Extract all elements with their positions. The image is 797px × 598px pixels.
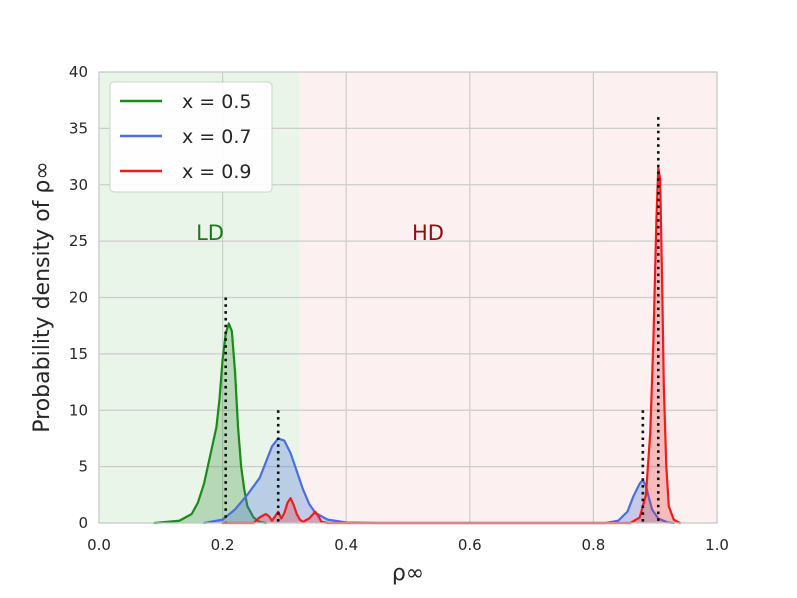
legend: x = 0.5 x = 0.7 x = 0.9 xyxy=(109,81,273,193)
series-area-0 xyxy=(154,323,266,523)
x-tick-label: 0.8 xyxy=(581,536,605,554)
series-layer xyxy=(153,166,682,525)
y-tick-label: 20 xyxy=(69,289,88,307)
y-tick-label: 40 xyxy=(69,63,88,81)
y-tick-label: 30 xyxy=(69,176,88,194)
series-line-0 xyxy=(153,322,267,525)
tick-labels: 0.0 0.2 0.4 0.6 0.8 1.0 0 5 10 15 20 25 30 35 40 xyxy=(69,63,729,554)
x-tick-label: 0.2 xyxy=(211,536,235,554)
y-tick-label: 15 xyxy=(69,345,88,363)
legend-label-x05: x = 0.5 xyxy=(182,91,251,113)
x-tick-label: 1.0 xyxy=(705,536,729,554)
y-tick-label: 35 xyxy=(69,119,88,137)
x-axis-label: ρ∞ xyxy=(392,561,424,586)
y-tick-label: 10 xyxy=(69,401,88,419)
region-label-hd: HD xyxy=(412,221,444,245)
series-area-1 xyxy=(204,438,674,523)
series-line-2 xyxy=(221,166,682,525)
x-tick-label: 0.4 xyxy=(334,536,358,554)
legend-label-x07: x = 0.7 xyxy=(182,126,251,148)
legend-box xyxy=(109,81,273,193)
x-tick-label: 0.0 xyxy=(87,536,111,554)
x-tick-label: 0.6 xyxy=(458,536,482,554)
y-axis-label: Probability density of ρ∞ xyxy=(30,161,55,432)
y-tick-label: 25 xyxy=(69,232,88,250)
y-tick-label: 0 xyxy=(78,514,88,532)
y-tick-label: 5 xyxy=(78,458,88,476)
reference-lines xyxy=(224,117,660,523)
legend-label-x09: x = 0.9 xyxy=(182,161,251,183)
region-label-ld: LD xyxy=(196,221,224,245)
plot-frame xyxy=(98,71,718,524)
